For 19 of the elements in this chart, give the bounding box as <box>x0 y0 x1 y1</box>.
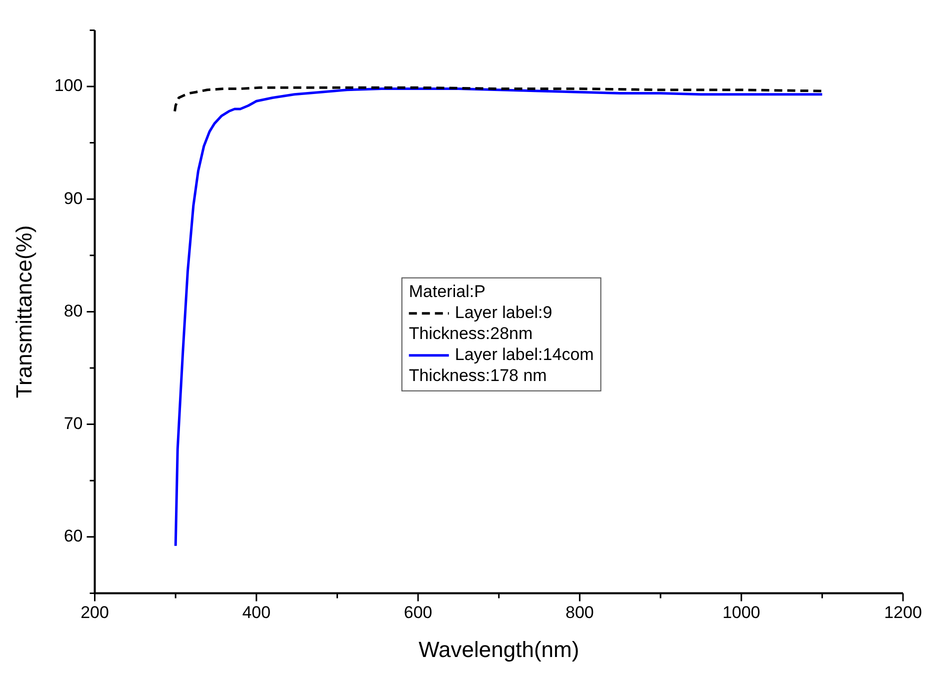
legend-title: Material:P <box>408 282 486 302</box>
y-tick-label: 90 <box>64 188 83 208</box>
y-tick-label: 100 <box>54 76 83 96</box>
x-tick-label: 400 <box>242 603 271 622</box>
x-tick-label: 600 <box>404 603 432 622</box>
x-tick-label: 800 <box>566 603 594 622</box>
line-series <box>174 86 824 113</box>
x-tick-label: 200 <box>80 603 109 622</box>
x-tick-label: 1000 <box>722 603 760 622</box>
annotation: Thickness:178 nm <box>408 366 547 386</box>
y-tick-label: 70 <box>64 414 83 433</box>
annotation: Thickness:28nm <box>408 324 533 344</box>
y-axis-title: Transmittance(%) <box>11 225 36 398</box>
x-tick-label: 1200 <box>884 603 922 622</box>
y-tick-label: 80 <box>64 301 83 320</box>
legend-label: Layer label:9 <box>454 303 552 322</box>
legend-label: Layer label:14com <box>454 345 594 364</box>
x-axis-title: Wavelength(nm) <box>418 636 580 662</box>
y-tick-label: 60 <box>64 526 83 546</box>
